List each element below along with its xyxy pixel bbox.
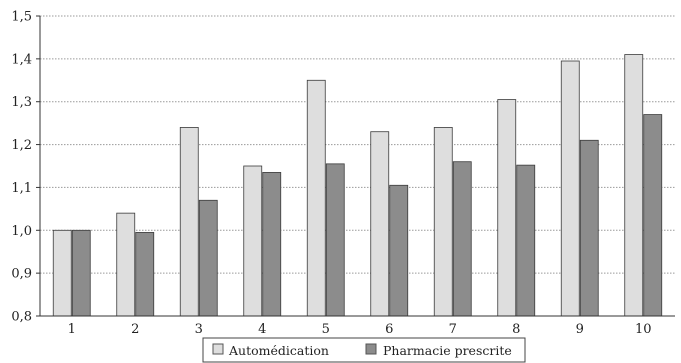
- grid-lines: [40, 15, 675, 274]
- axes: [39, 16, 675, 317]
- y-tick-label: 1,3: [11, 95, 32, 110]
- bar-pharmacie-prescrite-5: [325, 163, 345, 317]
- bar-automedication-6: [370, 131, 390, 317]
- x-tick-label: 4: [258, 322, 266, 337]
- y-tick-label: 0,9: [11, 267, 32, 282]
- bar-pharmacie-prescrite-4: [262, 172, 282, 317]
- bar-pharmacie-prescrite-9: [579, 139, 599, 317]
- bar-pharmacie-prescrite-2: [135, 232, 155, 317]
- x-tick-label: 5: [322, 322, 330, 337]
- legend-box: [202, 337, 526, 363]
- y-tick-label: 1,0: [11, 224, 32, 239]
- x-axis-ticks: 1 2 3 4 5 6 7 8 9 10: [68, 322, 652, 337]
- y-tick-label: 1,5: [11, 10, 32, 25]
- bar-automedication-7: [433, 127, 453, 317]
- bar-automedication-9: [560, 60, 580, 317]
- bar-automedication-10: [624, 54, 644, 317]
- bar-automedication-2: [116, 212, 136, 317]
- bar-automedication-1: [52, 229, 72, 317]
- x-tick-label: 7: [449, 322, 457, 337]
- bar-automedication-4: [243, 165, 263, 317]
- bar-automedication-5: [306, 79, 326, 317]
- legend-swatch-pharmacie-prescrite: [365, 343, 377, 355]
- bar-automedication-3: [179, 127, 199, 317]
- x-tick-label: 3: [195, 322, 203, 337]
- legend: Automédication Pharmacie prescrite: [202, 337, 526, 363]
- legend-label-pharmacie-prescrite: Pharmacie prescrite: [383, 343, 512, 358]
- bars: [52, 54, 663, 317]
- y-tick-label: 1,4: [11, 52, 32, 67]
- bar-pharmacie-prescrite-10: [643, 114, 663, 317]
- legend-swatch-automedication: [212, 343, 224, 355]
- x-tick-label: 6: [385, 322, 393, 337]
- x-tick-label: 2: [131, 322, 139, 337]
- bar-pharmacie-prescrite-6: [389, 184, 409, 317]
- bar-pharmacie-prescrite-1: [71, 229, 91, 317]
- y-tick-label: 0,8: [11, 310, 32, 325]
- x-tick-label: 8: [512, 322, 520, 337]
- y-tick-label: 1,1: [11, 181, 32, 196]
- bar-automedication-8: [497, 99, 517, 317]
- bar-pharmacie-prescrite-8: [516, 164, 536, 317]
- bar-pharmacie-prescrite-7: [452, 161, 472, 317]
- x-tick-label: 9: [576, 322, 584, 337]
- y-axis-ticks: 0,8 0,9 1,0 1,1 1,2 1,3 1,4 1,5: [11, 10, 40, 325]
- y-tick-label: 1,2: [11, 138, 32, 153]
- x-tick-label: 1: [68, 322, 76, 337]
- legend-label-automedication: Automédication: [228, 343, 329, 358]
- bar-pharmacie-prescrite-3: [198, 199, 218, 317]
- x-tick-label: 10: [635, 322, 652, 337]
